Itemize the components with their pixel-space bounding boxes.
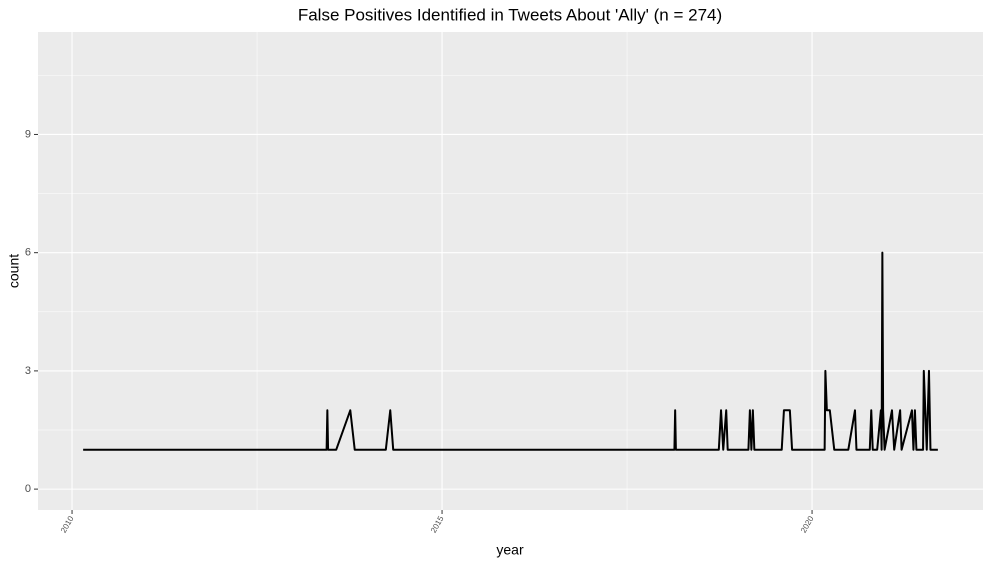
x-tick-label: 2010 <box>59 514 76 534</box>
y-axis-label: count <box>6 254 22 288</box>
y-tick-label: 6 <box>25 247 31 259</box>
y-tick-label: 3 <box>25 365 31 377</box>
panel <box>38 32 983 510</box>
y-tick-label: 9 <box>25 128 31 140</box>
chart-title: False Positives Identified in Tweets Abo… <box>298 5 722 24</box>
x-tick-label: 2020 <box>799 514 816 534</box>
y-tick-label: 0 <box>25 483 31 495</box>
x-tick-label: 2015 <box>429 514 446 534</box>
x-axis-label: year <box>496 542 524 558</box>
line <box>83 251 938 451</box>
